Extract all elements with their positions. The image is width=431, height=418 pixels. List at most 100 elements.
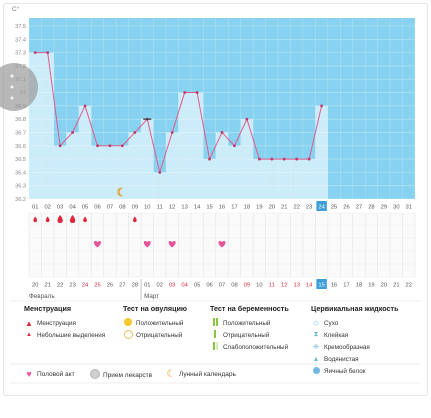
day-label: 06: [94, 205, 100, 211]
pill-icon: [90, 369, 100, 381]
menstruation-drop-icon: [83, 216, 87, 223]
day-label: 26: [343, 205, 349, 211]
scroll-handle: [0, 63, 38, 111]
legend-item: ▲ Менструация: [24, 317, 105, 329]
scroll-handle-dot: [10, 85, 14, 89]
date-label: 28: [132, 283, 138, 289]
temperature-bar: [240, 119, 254, 199]
y-tick-label: 36.6: [15, 144, 26, 150]
temperature-bar: [66, 132, 79, 199]
day-label: 24: [318, 205, 325, 211]
temperature-bar: [203, 159, 216, 199]
temperature-bar: [190, 92, 204, 199]
egg-white-icon: [311, 366, 321, 376]
temperature-point: [58, 144, 62, 148]
legend-label: Водянистая: [324, 355, 359, 363]
legend-label: Отрицательный: [136, 331, 183, 339]
y-unit-label: C°: [12, 5, 20, 13]
date-label: 04: [181, 283, 188, 289]
date-label: 21: [393, 283, 399, 289]
heart-icon: [218, 240, 226, 248]
legend-item: Слабоположительный: [210, 341, 289, 353]
day-label: 19: [256, 205, 262, 211]
legend-cervical-fluid: Цервикальная жидкость ◇ Сухо ⧗ Клейкая ❈…: [311, 304, 398, 377]
temperature-point: [46, 51, 50, 55]
temperature-point: [245, 117, 249, 121]
legend-title: Менструация: [24, 304, 72, 313]
legend-item: Положительный: [123, 317, 187, 329]
yellow-circle-icon: [123, 318, 133, 328]
single-bar-icon: [210, 330, 220, 340]
date-label: 02: [157, 283, 163, 289]
legend-label: Прием лекарств: [103, 371, 153, 379]
legend-item: Отрицательный: [210, 329, 289, 341]
y-tick-label: 36.5: [15, 157, 26, 163]
legend-menstruation: Менструация ▲ Менструация ▲ Небольшие вы…: [24, 304, 105, 341]
temperature-bar: [302, 159, 316, 199]
date-label: 11: [269, 283, 275, 289]
temperature-point: [233, 144, 236, 148]
temperature-point: [208, 157, 211, 161]
legend-label: Отрицательный: [223, 331, 270, 339]
legend-label: Положительный: [136, 319, 184, 327]
temperature-bar: [41, 52, 54, 199]
day-label: 07: [107, 205, 113, 211]
menstruation-drop-icon: [33, 216, 38, 223]
temperature-bar: [178, 92, 191, 199]
legend-label: Менструация: [37, 319, 76, 327]
legend-label: Небольшие выделения: [37, 331, 106, 339]
day-label: 30: [393, 205, 399, 211]
y-tick-label: 37.5: [15, 24, 26, 30]
legend-pregnancy-test: Тест на беременность Положительный Отриц…: [210, 304, 289, 353]
day-label: 23: [306, 205, 312, 211]
scroll-handle-dot: [10, 74, 14, 78]
date-label: 06: [206, 283, 212, 289]
legend-ovulation-test: Тест на овуляцию Положительный Отрицател…: [123, 304, 187, 341]
date-label: 05: [194, 283, 200, 289]
double-bar-icon: [210, 318, 220, 328]
moon-icon: ☾: [166, 369, 176, 380]
day-label: 04: [69, 205, 76, 211]
legend-moon-calendar: ☾ Лунный календарь: [166, 369, 236, 380]
temperature-bar: [103, 145, 117, 199]
temperature-point: [96, 144, 99, 148]
month-label-feb: Февраль: [29, 293, 55, 300]
sticky-icon: ⧗: [313, 331, 319, 338]
day-label: 21: [281, 205, 287, 211]
temperature-point: [307, 157, 311, 161]
date-label: 10: [256, 283, 262, 289]
day-label: 31: [406, 205, 412, 211]
day-label: 12: [169, 205, 175, 211]
day-label: 18: [244, 205, 250, 211]
legend-label: Половой акт: [37, 370, 75, 378]
legend-item: Отрицательный: [123, 329, 187, 341]
current-day-highlight: [316, 201, 327, 211]
temperature-point: [108, 144, 112, 148]
month-label-mar: Март: [144, 293, 159, 300]
legend-item: ▲ Водянистая: [311, 353, 398, 365]
day-label: 25: [331, 205, 337, 211]
date-label: 13: [293, 283, 299, 289]
day-label: 15: [206, 205, 212, 211]
menstruation-drop-icon: [132, 216, 137, 223]
date-label: 22: [57, 283, 63, 289]
menstruation-drop-icon: [57, 215, 63, 223]
empty-circle-icon: [123, 329, 133, 341]
date-label: 12: [281, 283, 287, 289]
y-tick-label: 36.4: [15, 170, 26, 176]
y-tick-label: 36.3: [15, 184, 26, 190]
temperature-point: [320, 104, 324, 108]
date-label: 20: [32, 283, 38, 289]
temperature-point: [220, 131, 224, 134]
dry-icon: ◇: [313, 320, 319, 327]
legend-item: ◇ Сухо: [311, 317, 398, 329]
temperature-point: [133, 131, 137, 134]
date-label: 27: [119, 283, 125, 289]
y-tick-label: 36.2: [15, 197, 26, 203]
y-tick-label: 37.3: [15, 51, 26, 57]
date-label: 09: [244, 283, 250, 289]
temperature-bar: [141, 119, 154, 199]
legend-title: Цервикальная жидкость: [311, 304, 399, 313]
date-label: 14: [306, 283, 313, 289]
date-label: 07: [219, 283, 225, 289]
